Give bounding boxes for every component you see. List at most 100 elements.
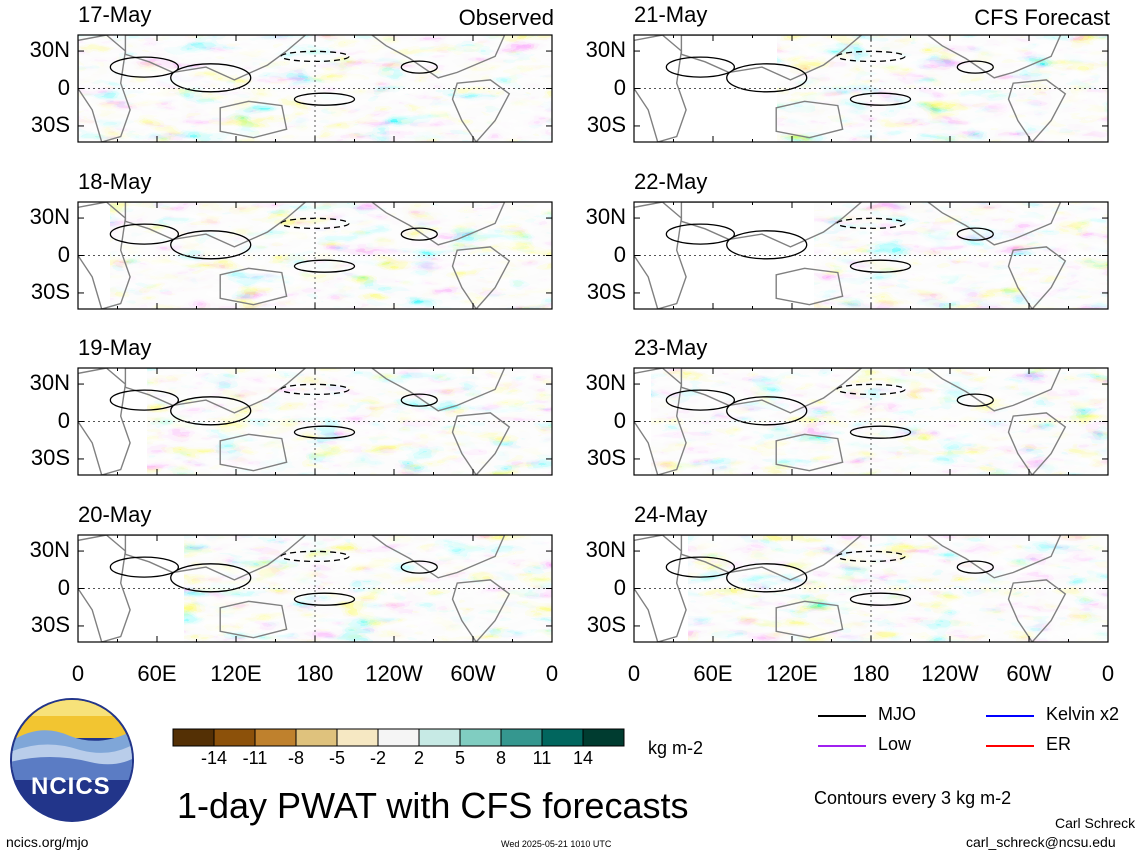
lon-label: 120E: [766, 661, 818, 686]
lat-label: 30S: [30, 111, 70, 137]
mjo-contour: [665, 556, 736, 578]
panel-date: 24-May: [634, 502, 708, 527]
mjo-contour: [109, 556, 180, 578]
coastline: [78, 202, 131, 309]
lat-label: 30S: [30, 611, 70, 637]
colorbar-swatch: [582, 728, 625, 747]
mjo-contour: [170, 396, 252, 426]
map-panel-22-May: [633, 201, 1109, 310]
lat-label: 30N: [585, 37, 626, 63]
mjo-contour: [400, 60, 438, 74]
mjo-contour: [400, 560, 438, 574]
figure-title: 1-day PWAT with CFS forecasts: [177, 785, 689, 826]
mjo-contour: [293, 259, 356, 273]
colorbar-swatch: [500, 728, 543, 747]
colorbar-label: -2: [369, 748, 386, 768]
coastline: [926, 368, 1062, 412]
colorbar-label: -8: [287, 748, 304, 768]
coastline: [219, 100, 288, 139]
lon-label: 60W: [450, 661, 496, 686]
coastline: [370, 35, 506, 79]
lat-label: 0: [57, 407, 70, 433]
colorbar-swatch: [172, 728, 215, 747]
lat-label: 0: [57, 241, 70, 267]
panel-date: 22-May: [634, 169, 708, 194]
lon-label: 0: [1101, 661, 1115, 686]
mjo-contour: [109, 56, 180, 78]
coastline: [634, 35, 687, 142]
lat-label: 0: [57, 574, 70, 600]
lon-label: 60W: [1006, 661, 1052, 686]
map-panel-20-May: [77, 534, 553, 643]
mjo-contour: [956, 560, 994, 574]
lon-label: 120W: [921, 661, 979, 686]
pwat-anomaly-field: [110, 202, 552, 309]
panel-date: 17-May: [78, 2, 152, 27]
lon-label: 120W: [365, 661, 423, 686]
coastline: [1007, 246, 1067, 309]
coastline: [634, 368, 687, 475]
footer-author: Carl Schreck: [1055, 815, 1135, 831]
colorbar-label: 8: [495, 748, 506, 768]
legend-label: MJO: [878, 704, 916, 724]
colorbar-label: 11: [532, 748, 552, 768]
lat-label: 0: [613, 574, 626, 600]
coastline: [451, 579, 511, 642]
panel-date: 23-May: [634, 335, 708, 360]
lat-label: 30N: [29, 537, 70, 563]
coastline: [78, 535, 131, 642]
lon-label: 0: [545, 661, 559, 686]
mjo-contour: [726, 396, 808, 426]
mjo-contour: [293, 425, 356, 439]
lon-label: 0: [627, 661, 641, 686]
coastline: [1007, 79, 1067, 142]
mjo-contour: [109, 223, 180, 245]
coastline: [1007, 412, 1067, 475]
panel-date: 18-May: [78, 169, 152, 194]
coastline: [680, 535, 863, 581]
colorbar-swatch: [254, 728, 297, 747]
colorbar: [172, 728, 625, 747]
colorbar-label: -11: [242, 748, 268, 768]
mjo-contour: [293, 92, 356, 106]
coastline: [680, 202, 863, 248]
coastline: [775, 100, 844, 139]
coastline: [634, 202, 687, 309]
coastline: [926, 535, 1062, 579]
coastline: [451, 79, 511, 142]
lat-label: 30S: [30, 278, 70, 304]
coastline: [370, 202, 506, 246]
lon-label: 120E: [210, 661, 262, 686]
colorbar-swatch: [377, 728, 420, 747]
mjo-contour: [665, 223, 736, 245]
legend-label: Kelvin x2: [1046, 704, 1120, 724]
lat-label: 30N: [585, 537, 626, 563]
mjo-contour: [726, 230, 808, 260]
map-panel-21-May: [633, 34, 1109, 143]
colorbar-swatch: [336, 728, 379, 747]
coastline: [926, 35, 1062, 79]
footer-link[interactable]: ncics.org/mjo: [6, 834, 89, 850]
footer-email[interactable]: carl_schreck@ncsu.edu: [966, 834, 1116, 850]
mjo-contour: [665, 56, 736, 78]
coastline: [451, 412, 511, 475]
coastline: [451, 246, 511, 309]
coastline: [78, 35, 131, 142]
coastline: [370, 535, 506, 579]
colorbar-label: -5: [328, 748, 345, 768]
colorbar-swatch: [418, 728, 461, 747]
lon-label: 0: [71, 661, 85, 686]
mjo-contour: [956, 393, 994, 407]
footer-timestamp: Wed 2025-05-21 1010 UTC: [501, 839, 612, 849]
lat-label: 30S: [586, 611, 626, 637]
colorbar-label: -14: [200, 748, 227, 768]
lat-label: 30N: [29, 370, 70, 396]
colorbar-label: 5: [454, 748, 465, 768]
mjo-contour: [293, 592, 356, 606]
lon-label: 180: [852, 661, 890, 686]
coastline: [219, 433, 288, 472]
colorbar-swatch: [541, 728, 584, 747]
panel-date: 21-May: [634, 2, 708, 27]
lat-label: 30S: [586, 111, 626, 137]
